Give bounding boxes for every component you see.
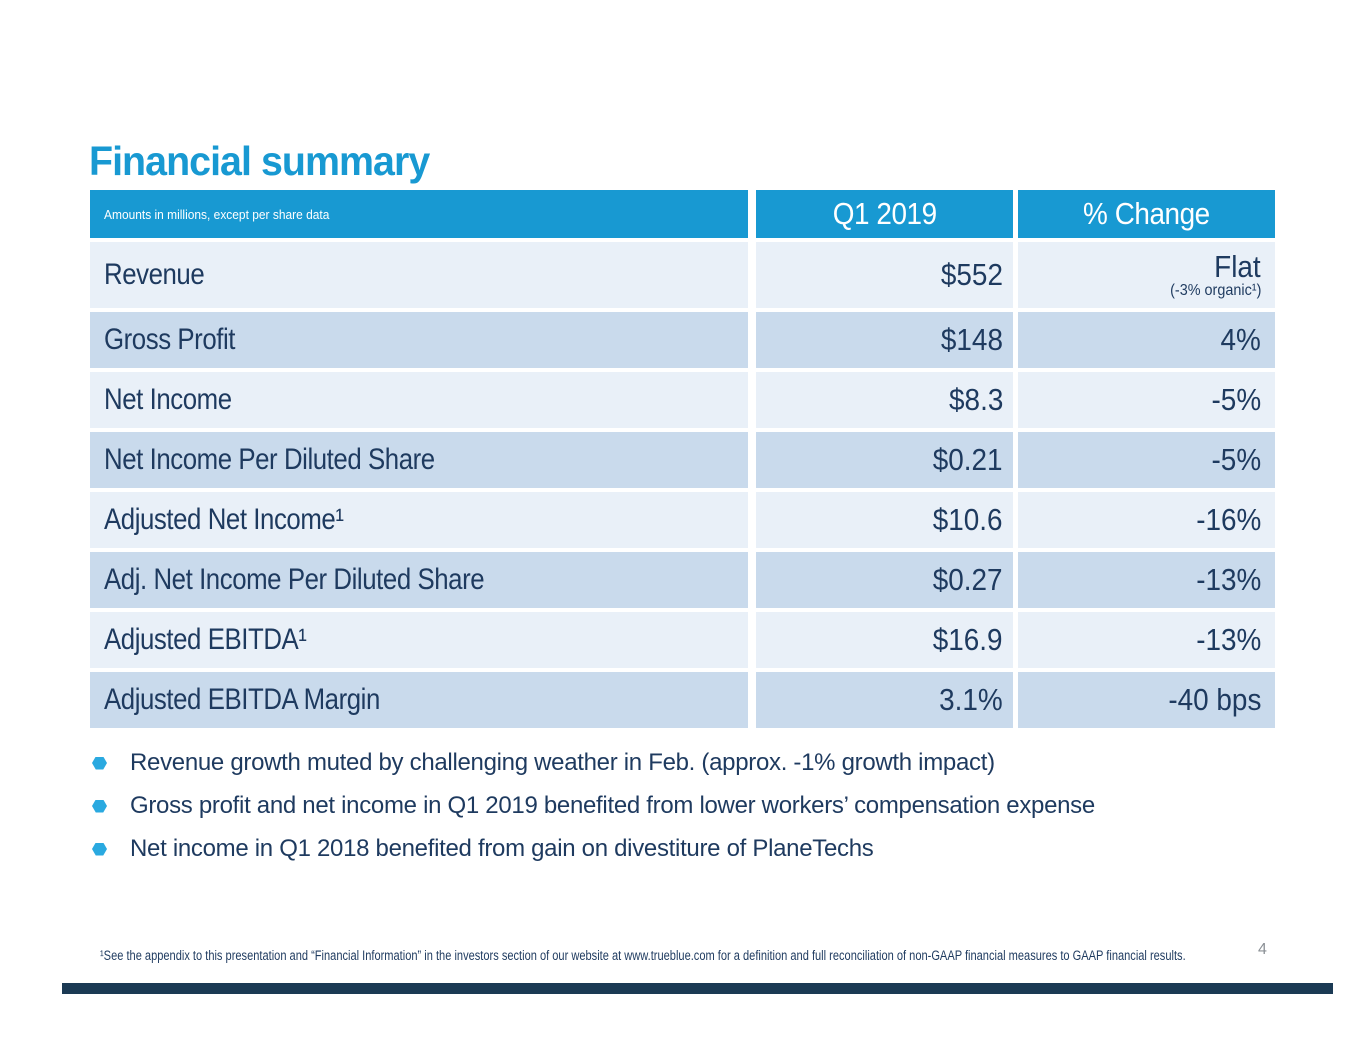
change-value: 4% bbox=[1018, 312, 1275, 368]
column-gap bbox=[748, 190, 756, 238]
financial-summary-table: Amounts in millions, except per share da… bbox=[90, 190, 1275, 728]
row-label: Adjusted EBITDA¹ bbox=[90, 612, 748, 668]
change-subtext: (-3% organic¹) bbox=[1169, 281, 1261, 299]
footnote: ¹See the appendix to this presentation a… bbox=[100, 948, 1186, 963]
q1-value: $0.21 bbox=[756, 432, 1013, 488]
q1-value: $16.9 bbox=[756, 612, 1013, 668]
table-row-revenue: Revenue $552 Flat (-3% organic¹) bbox=[90, 242, 1275, 308]
change-value: -13% bbox=[1018, 552, 1275, 608]
bullet-text: Revenue growth muted by challenging weat… bbox=[130, 749, 995, 776]
row-label: Adj. Net Income Per Diluted Share bbox=[90, 552, 748, 608]
row-label: Adjusted Net Income¹ bbox=[90, 492, 748, 548]
table-row-adjusted-net-income: Adjusted Net Income¹ $10.6 -16% bbox=[90, 492, 1275, 548]
column-header-percent-change: % Change bbox=[1018, 190, 1275, 238]
page-title-text: Financial summary bbox=[89, 138, 430, 185]
change-value: -16% bbox=[1018, 492, 1275, 548]
row-label: Net Income Per Diluted Share bbox=[90, 432, 748, 488]
bullet-item: Revenue growth muted by challenging weat… bbox=[92, 750, 1095, 776]
q1-value: $148 bbox=[756, 312, 1013, 368]
change-value: -40 bps bbox=[1018, 672, 1275, 728]
change-value: -13% bbox=[1018, 612, 1275, 668]
hexagon-bullet-icon bbox=[92, 799, 107, 813]
table-header-row: Amounts in millions, except per share da… bbox=[90, 190, 1275, 238]
bullet-item: Gross profit and net income in Q1 2019 b… bbox=[92, 793, 1095, 819]
change-value: Flat (-3% organic¹) bbox=[1018, 242, 1275, 308]
bullet-text: Gross profit and net income in Q1 2019 b… bbox=[130, 792, 1095, 819]
q1-value: $0.27 bbox=[756, 552, 1013, 608]
table-note: Amounts in millions, except per share da… bbox=[104, 206, 330, 222]
footer-bar bbox=[62, 983, 1333, 994]
bullet-list: Revenue growth muted by challenging weat… bbox=[92, 750, 1095, 879]
table-row-net-income: Net Income $8.3 -5% bbox=[90, 372, 1275, 428]
table-row-net-income-per-diluted-share: Net Income Per Diluted Share $0.21 -5% bbox=[90, 432, 1275, 488]
bullet-text: Net income in Q1 2018 benefited from gai… bbox=[130, 835, 874, 862]
table-row-adj-net-income-per-diluted-share: Adj. Net Income Per Diluted Share $0.27 … bbox=[90, 552, 1275, 608]
table-row-gross-profit: Gross Profit $148 4% bbox=[90, 312, 1275, 368]
page-title: Financial summary bbox=[89, 141, 443, 182]
row-label: Revenue bbox=[90, 242, 748, 308]
q1-value: $552 bbox=[756, 242, 1013, 308]
hexagon-bullet-icon bbox=[92, 842, 107, 856]
table-note-cell: Amounts in millions, except per share da… bbox=[90, 190, 748, 238]
row-label: Net Income bbox=[90, 372, 748, 428]
q1-value: $8.3 bbox=[756, 372, 1013, 428]
column-header-q1-2019: Q1 2019 bbox=[756, 190, 1013, 238]
q1-value: 3.1% bbox=[756, 672, 1013, 728]
change-value: -5% bbox=[1018, 372, 1275, 428]
row-label: Adjusted EBITDA Margin bbox=[90, 672, 748, 728]
page-number: 4 bbox=[1258, 941, 1267, 958]
bullet-item: Net income in Q1 2018 benefited from gai… bbox=[92, 836, 1095, 862]
table-row-adjusted-ebitda-margin: Adjusted EBITDA Margin 3.1% -40 bps bbox=[90, 672, 1275, 728]
table-row-adjusted-ebitda: Adjusted EBITDA¹ $16.9 -13% bbox=[90, 612, 1275, 668]
hexagon-bullet-icon bbox=[92, 756, 107, 770]
change-value: -5% bbox=[1018, 432, 1275, 488]
row-label: Gross Profit bbox=[90, 312, 748, 368]
q1-value: $10.6 bbox=[756, 492, 1013, 548]
